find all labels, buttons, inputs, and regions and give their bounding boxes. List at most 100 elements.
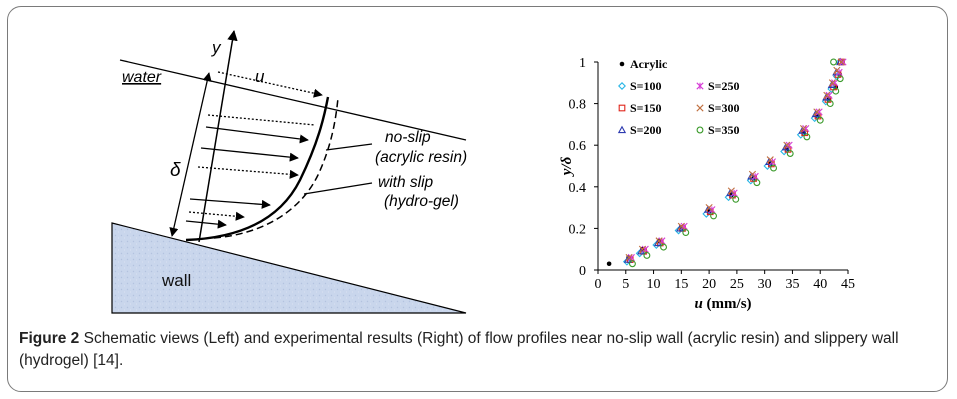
data-point-s-300 xyxy=(823,91,831,99)
legend-label-s-250: S=250 xyxy=(708,79,740,93)
data-point-s-350 xyxy=(660,243,668,251)
legend-marker-s-150 xyxy=(618,104,626,112)
data-point-s-350 xyxy=(786,150,794,157)
data-point-s-200 xyxy=(747,172,756,180)
data-point-s-300 xyxy=(625,253,633,262)
delta-label: δ xyxy=(170,160,181,181)
series-s-300 xyxy=(625,58,845,262)
x-tick-label: 25 xyxy=(730,277,744,292)
x-tick-label: 30 xyxy=(758,277,772,292)
legend-label-s-200: S=200 xyxy=(630,123,662,137)
y-axis-title: y/δ xyxy=(560,156,575,177)
data-point-s-100 xyxy=(622,257,631,266)
data-point-s-200 xyxy=(726,188,735,197)
y-tick-label: 0.6 xyxy=(569,139,587,154)
data-point-s-350 xyxy=(832,87,840,95)
data-point-s-300 xyxy=(638,245,647,253)
water-label: water xyxy=(122,69,162,86)
x-axis-title: u (mm/s) xyxy=(694,296,751,312)
data-point-s-350 xyxy=(836,75,844,83)
legend-marker-s-200 xyxy=(617,125,627,134)
data-point-s-350 xyxy=(816,116,824,124)
delta-arrow xyxy=(169,72,212,237)
data-point-s-300 xyxy=(828,79,837,87)
data-point-s-350 xyxy=(710,212,718,220)
y-tick-label: 0.2 xyxy=(569,222,587,237)
x-axis-symbol: u xyxy=(694,296,702,312)
data-point-s-350 xyxy=(770,164,778,172)
x-tick-label: 0 xyxy=(595,277,602,292)
wall-region xyxy=(111,222,467,314)
data-point-s-300 xyxy=(748,170,757,178)
data-point-s-100 xyxy=(674,226,683,235)
data-point-s-300 xyxy=(833,66,841,74)
free-surface-line xyxy=(119,59,467,141)
legend-marker-s-300 xyxy=(696,104,704,112)
y-axis-label: y xyxy=(211,38,222,57)
data-point-s-350 xyxy=(826,100,834,108)
x-axis-unit: (mm/s) xyxy=(703,296,752,312)
legend-label-s-150: S=150 xyxy=(630,101,662,115)
caption-text: Schematic views (Left) and experimental … xyxy=(19,330,899,369)
data-point-s-300 xyxy=(766,156,774,164)
noslip-label-line1: no-slip xyxy=(385,129,431,146)
wall-label: wall xyxy=(161,271,191,290)
x-tick-label: 10 xyxy=(647,277,661,292)
slip-leader xyxy=(303,182,373,195)
caption-label: Figure 2 xyxy=(19,330,80,347)
data-points xyxy=(606,57,847,268)
x-tick-label: 5 xyxy=(622,277,629,292)
legend-label-s-100: S=100 xyxy=(630,79,662,93)
slip-profile-curve xyxy=(213,97,339,239)
data-point-s-300 xyxy=(837,58,845,66)
chart-legend: Acrylic S=100 S=150 S=200 S=250 S=300 S=350 xyxy=(617,57,740,137)
data-point-s-350 xyxy=(732,195,740,203)
x-tick-label: 35 xyxy=(785,277,799,292)
y-tick-label: 0.8 xyxy=(569,98,587,113)
data-point-s-350 xyxy=(803,133,811,141)
legend-label-s-300: S=300 xyxy=(708,101,740,115)
figure-frame xyxy=(7,6,948,392)
velocity-profile-chart: 0 5 10 15 20 25 30 35 40 45 0 0.2 0.4 0.6 0.8 1 Acryli… xyxy=(560,56,856,312)
x-tick-labels: 0 5 10 15 20 25 30 35 40 45 xyxy=(595,277,856,292)
data-point-s-100 xyxy=(635,249,644,258)
slip-label-line1: with slip xyxy=(378,174,434,191)
x-tick-label: 15 xyxy=(674,277,688,292)
data-point-s-100 xyxy=(652,241,661,250)
data-point-s-300 xyxy=(813,108,821,116)
data-point-s-300 xyxy=(727,187,735,195)
data-point-s-350 xyxy=(830,58,838,66)
flow-schematic: wall y δ water u no-slip (acrylic resin)… xyxy=(111,29,467,314)
legend-label-acrylic: Acrylic xyxy=(630,57,668,71)
data-point-s-350 xyxy=(643,251,651,259)
data-point-s-300 xyxy=(783,141,791,149)
noslip-profile-curve xyxy=(185,96,330,242)
slip-label-line2: (hydro-gel) xyxy=(384,193,459,210)
noslip-leader xyxy=(325,143,373,151)
noslip-label-line2: (acrylic resin) xyxy=(375,149,467,166)
u-label: u xyxy=(255,67,265,86)
legend-marker-s-100 xyxy=(618,82,626,90)
x-tick-label: 40 xyxy=(813,277,827,292)
x-tick-label: 20 xyxy=(702,277,716,292)
y-tick-labels: 0 0.2 0.4 0.6 0.8 1 xyxy=(569,56,587,279)
legend-marker-acrylic xyxy=(619,61,625,67)
legend-label-s-350: S=350 xyxy=(708,123,740,137)
chart-axes xyxy=(594,61,849,274)
series-s-350 xyxy=(628,58,844,268)
legend-marker-s-350 xyxy=(696,126,704,134)
x-tick-label: 45 xyxy=(841,277,855,292)
y-tick-label: 1 xyxy=(579,56,586,71)
data-point-acrylic xyxy=(606,261,612,267)
data-point-s-350 xyxy=(753,179,761,187)
data-point-s-300 xyxy=(705,204,713,212)
legend-marker-s-250 xyxy=(696,82,704,90)
data-point-s-300 xyxy=(677,222,685,230)
y-tick-label: 0.4 xyxy=(569,181,587,196)
data-point-s-350 xyxy=(628,260,636,268)
data-point-s-300 xyxy=(655,237,663,245)
figure-caption: Figure 2 Schematic views (Left) and expe… xyxy=(19,328,939,372)
data-point-s-300 xyxy=(799,124,808,133)
noslip-velocity-arrows xyxy=(185,126,309,229)
y-tick-label: 0 xyxy=(579,264,586,279)
